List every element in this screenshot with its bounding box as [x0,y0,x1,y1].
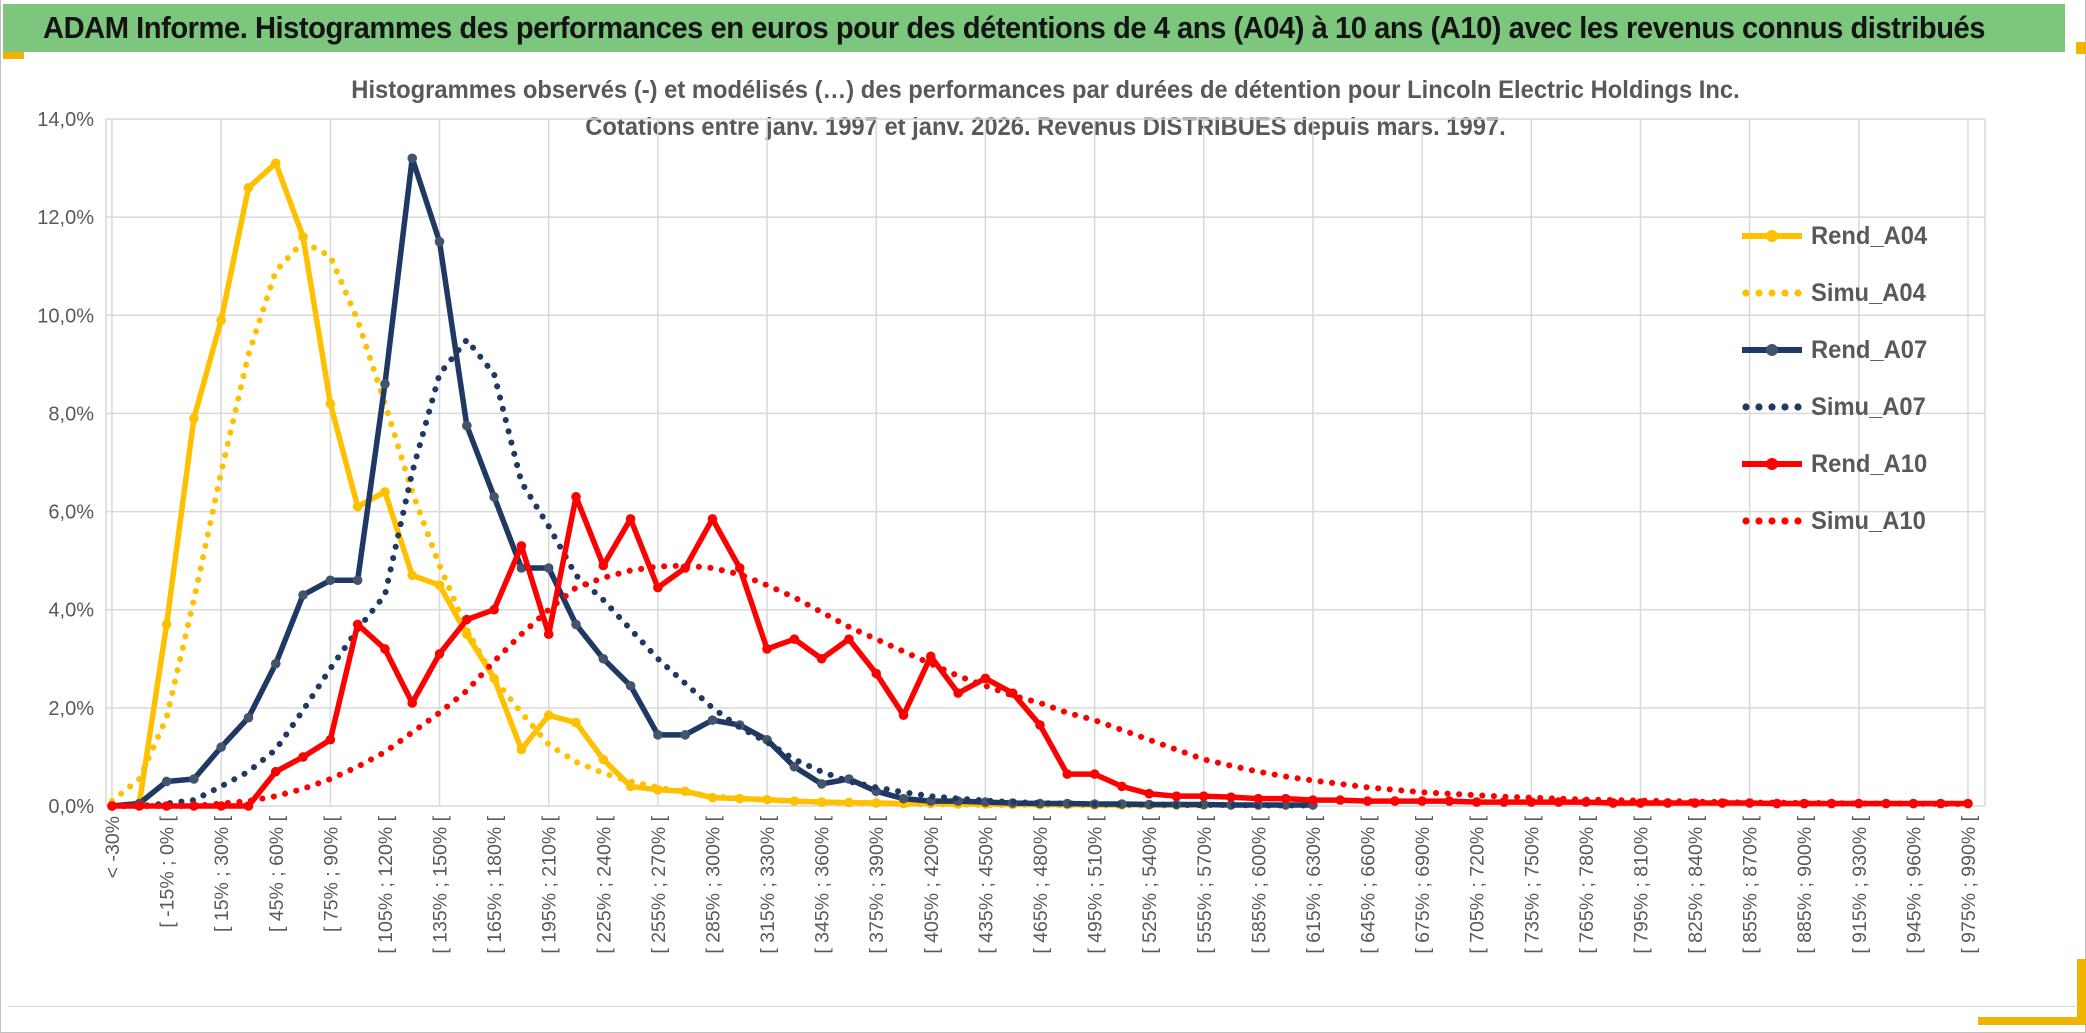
gold-accent-tab [3,52,24,59]
y-axis-label-0: 0,0% [48,796,94,818]
x-axis-label-23: [ 645% ; 660% [ [1358,815,1380,953]
series-line-Rend_A10 [112,494,1968,809]
x-axis-label-11: [ 285% ; 300% [ [702,815,724,953]
y-axis-label-2: 4,0% [48,600,94,622]
series-line-Simu_A10 [109,562,1971,809]
x-axis-label-6: [ 135% ; 150% [ [430,815,452,953]
x-axis-label-27: [ 765% ; 780% [ [1576,815,1598,953]
legend-label-Rend_A10: Rend_A10 [1811,449,1928,478]
x-axis-label-22: [ 615% ; 630% [ [1303,815,1325,953]
legend-sample-Rend_A04 [1742,230,1802,242]
gold-accent-bottom-right-horizontal [1978,1017,2086,1025]
legend-sample-Rend_A07 [1742,344,1802,356]
report-title: ADAM Informe. Histogrammes des performan… [43,10,1986,45]
gold-accent-bottom-right-vertical [2077,959,2086,1025]
legend-label-Rend_A04: Rend_A04 [1811,221,1928,250]
x-axis-label-34: [ 975% ; 990% [ [1958,815,1980,953]
y-axis-label-3: 6,0% [48,502,94,524]
x-axis-label-24: [ 675% ; 690% [ [1412,815,1434,953]
x-axis-label-21: [ 585% ; 600% [ [1248,815,1270,953]
x-axis-label-16: [ 435% ; 450% [ [975,815,997,953]
x-axis-label-13: [ 345% ; 360% [ [812,815,834,953]
series-line-Simu_A07 [109,336,1316,809]
x-axis-label-25: [ 705% ; 720% [ [1467,815,1489,953]
x-axis-label-33: [ 945% ; 960% [ [1903,815,1925,953]
x-axis-label-17: [ 465% ; 480% [ [1030,815,1052,953]
legend-item-Rend_A04[interactable]: Rend_A04 [1740,217,1933,255]
legend-item-Simu_A04[interactable]: Simu_A04 [1740,274,1932,312]
series-markers-Rend_A07 [107,153,1318,811]
chart-title-line1: Histogrammes observés (-) et modélisés (… [351,76,1740,104]
x-axis-label-28: [ 795% ; 810% [ [1630,815,1652,953]
x-axis-label-19: [ 525% ; 540% [ [1139,815,1161,953]
x-axis-label-12: [ 315% ; 330% [ [757,815,779,953]
legend-sample-Simu_A10 [1742,517,1802,525]
legend-item-Simu_A10[interactable]: Simu_A10 [1740,502,1932,540]
series-markers-Rend_A10 [107,492,1973,811]
x-axis-label-3: [ 45% ; 60% [ [266,815,288,932]
x-axis-label-4: [ 75% ; 90% [ [320,815,342,932]
x-axis-label-8: [ 195% ; 210% [ [539,815,561,953]
legend-label-Simu_A07: Simu_A07 [1811,392,1926,421]
legend-sample-Simu_A07 [1742,403,1802,411]
y-axis-label-6: 12,0% [37,207,94,229]
x-axis-label-1: [ -15% ; 0% [ [157,815,179,927]
legend-label-Rend_A07: Rend_A07 [1811,335,1928,364]
legend-label-Simu_A04: Simu_A04 [1811,278,1926,307]
x-axis-label-5: [ 105% ; 120% [ [375,815,397,953]
x-axis-label-20: [ 555% ; 570% [ [1194,815,1216,953]
series-line-Rend_A07 [111,155,1313,809]
x-axis-label-15: [ 405% ; 420% [ [921,815,943,953]
x-axis-label-26: [ 735% ; 750% [ [1521,815,1543,953]
y-axis-label-5: 10,0% [37,305,94,327]
x-axis-label-14: [ 375% ; 390% [ [866,815,888,953]
x-axis-label-32: [ 915% ; 930% [ [1849,815,1871,953]
y-axis-label-1: 2,0% [48,698,94,720]
x-axis-label-29: [ 825% ; 840% [ [1685,815,1707,953]
x-axis-label-0: < -30% [102,816,124,878]
x-axis-label-7: [ 165% ; 180% [ [484,815,506,953]
legend-sample-Simu_A04 [1742,289,1802,297]
chart-card-bottom-border [8,1006,2078,1007]
legend-item-Simu_A07[interactable]: Simu_A07 [1740,388,1932,426]
report-title-bar: ADAM Informe. Histogrammes des performan… [3,4,2065,52]
legend-label-Simu_A10: Simu_A10 [1811,506,1926,535]
chart-title: Histogrammes observés (-) et modélisés (… [153,72,1938,146]
legend-item-Rend_A10[interactable]: Rend_A10 [1740,445,1933,483]
x-axis-label-31: [ 885% ; 900% [ [1794,815,1816,953]
y-axis-label-7: 14,0% [37,109,94,131]
chart-title-line2: Cotations entre janv. 1997 et janv. 2026… [585,113,1506,141]
legend-item-Rend_A07[interactable]: Rend_A07 [1740,331,1933,369]
x-axis-label-9: [ 225% ; 240% [ [593,815,615,953]
x-axis-label-10: [ 255% ; 270% [ [648,815,670,953]
legend-sample-Rend_A10 [1742,458,1802,470]
x-axis-label-30: [ 855% ; 870% [ [1740,815,1762,953]
gold-accent-top-right [2076,42,2086,54]
x-axis-label-2: [ 15% ; 30% [ [211,815,233,932]
y-axis-label-4: 8,0% [48,403,94,425]
x-axis-label-18: [ 495% ; 510% [ [1085,815,1107,953]
